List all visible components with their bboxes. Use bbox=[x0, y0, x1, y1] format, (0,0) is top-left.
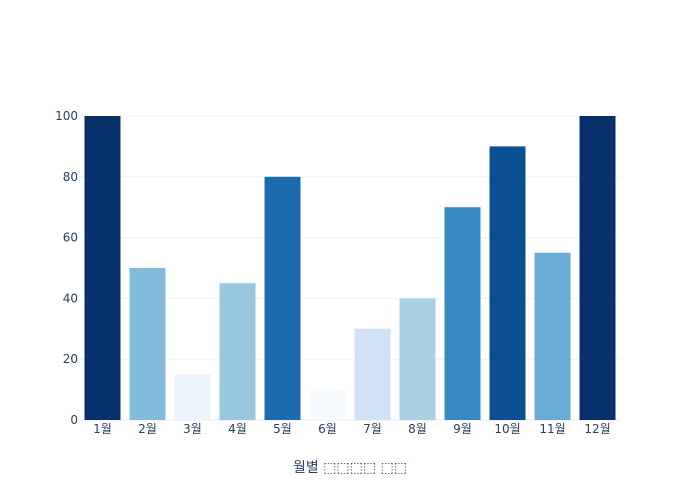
x-axis-ticks: 1월 2월 3월 4월 5월 6월 7월 8월 9월 10월 11월 12월 bbox=[93, 422, 611, 436]
gridlines bbox=[80, 115, 620, 421]
bar[interactable] bbox=[489, 146, 526, 420]
x-tick-label: 11월 bbox=[539, 422, 565, 436]
x-tick-label: 4월 bbox=[228, 422, 247, 436]
y-tick-label: 20 bbox=[63, 352, 78, 366]
bar[interactable] bbox=[129, 268, 166, 420]
x-tick-label: 3월 bbox=[183, 422, 202, 436]
y-tick-label: 60 bbox=[63, 231, 78, 245]
x-tick-label: 5월 bbox=[273, 422, 292, 436]
bar[interactable] bbox=[174, 374, 211, 420]
x-tick-label: 7월 bbox=[363, 422, 382, 436]
bar[interactable] bbox=[219, 283, 256, 420]
x-tick-label: 12월 bbox=[584, 422, 610, 436]
bar[interactable] bbox=[309, 389, 346, 420]
x-tick-label: 1월 bbox=[93, 422, 112, 436]
x-tick-label: 10월 bbox=[494, 422, 520, 436]
x-tick-label: 9월 bbox=[453, 422, 472, 436]
bar[interactable] bbox=[84, 116, 121, 420]
x-tick-label: 8월 bbox=[408, 422, 427, 436]
bar[interactable] bbox=[354, 328, 391, 420]
bar[interactable] bbox=[579, 116, 616, 420]
x-axis-title: 월별 ⬚⬚⬚⬚ ⬚⬚ bbox=[293, 460, 407, 476]
bar[interactable] bbox=[534, 252, 571, 420]
bars bbox=[84, 116, 616, 420]
y-axis-ticks: 0 20 40 60 80 100 bbox=[55, 109, 78, 427]
bar[interactable] bbox=[264, 176, 301, 420]
x-tick-label: 2월 bbox=[138, 422, 157, 436]
y-tick-label: 0 bbox=[70, 413, 78, 427]
y-tick-label: 80 bbox=[63, 170, 78, 184]
bar[interactable] bbox=[444, 207, 481, 420]
x-tick-label: 6월 bbox=[318, 422, 337, 436]
y-tick-label: 40 bbox=[63, 291, 78, 305]
y-tick-label: 100 bbox=[55, 109, 78, 123]
bar[interactable] bbox=[399, 298, 436, 420]
